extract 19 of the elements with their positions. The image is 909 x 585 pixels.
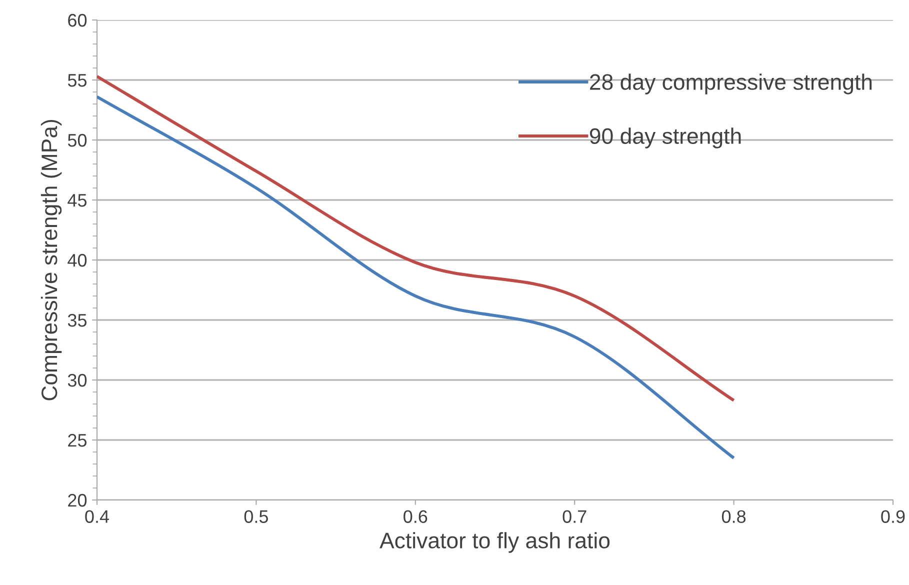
y-tick-label: 60 xyxy=(68,14,87,27)
x-tick-label: 0.5 xyxy=(244,510,268,523)
x-tick-label: 0.7 xyxy=(562,510,586,523)
x-tick-label: 0.6 xyxy=(404,510,428,523)
y-tick-label: 50 xyxy=(68,134,87,147)
legend-label: 90 day strength xyxy=(590,128,741,148)
y-axis-title: Compressive strength (MPa) xyxy=(40,120,62,400)
y-tick-label: 20 xyxy=(68,494,87,507)
y-tick-label: 40 xyxy=(68,254,87,267)
x-axis-title: Activator to fly ash ratio xyxy=(380,532,610,553)
y-tick-label: 35 xyxy=(68,314,87,327)
x-tick-label: 0.9 xyxy=(881,510,905,523)
x-tick-label: 0.4 xyxy=(85,510,110,523)
y-tick-label: 55 xyxy=(68,74,87,87)
legend-label: 28 day compressive strength xyxy=(590,74,872,94)
y-tick-label: 45 xyxy=(68,194,87,207)
y-tick-label: 25 xyxy=(68,434,87,447)
x-tick-label: 0.8 xyxy=(722,510,746,523)
y-tick-label: 30 xyxy=(68,374,87,387)
